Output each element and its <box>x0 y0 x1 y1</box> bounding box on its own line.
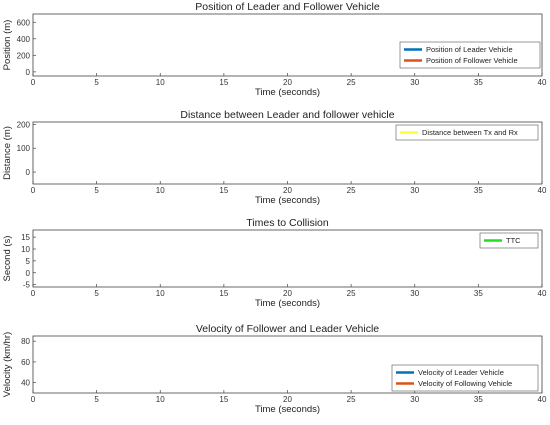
y-tick-label: 100 <box>17 144 31 153</box>
chart-title: Distance between Leader and follower veh… <box>180 109 394 121</box>
x-tick-label: 5 <box>94 395 99 404</box>
y-tick-label: -5 <box>23 281 31 290</box>
x-tick-label: 40 <box>538 289 547 298</box>
legend-label: Distance between Tx and Rx <box>422 128 518 137</box>
x-tick-label: 30 <box>410 395 419 404</box>
x-tick-label: 35 <box>474 395 483 404</box>
x-tick-label: 5 <box>94 289 99 298</box>
x-tick-label: 15 <box>219 78 228 87</box>
y-axis-label: Second (s) <box>2 236 13 282</box>
x-tick-label: 0 <box>31 289 36 298</box>
x-axis-label: Time (seconds) <box>255 195 320 206</box>
y-tick-label: 0 <box>26 168 31 177</box>
legend-box <box>479 232 539 249</box>
x-tick-label: 5 <box>94 186 99 195</box>
x-tick-label: 0 <box>31 395 36 404</box>
legend-label: Velocity of Following Vehicle <box>418 379 512 388</box>
legend-box <box>395 124 539 141</box>
x-tick-label: 35 <box>474 289 483 298</box>
legend-label: Position of Follower Vehicle <box>426 56 518 65</box>
axes-frame <box>32 229 543 288</box>
x-tick-label: 25 <box>347 78 356 87</box>
legend-label: Velocity of Leader Vehicle <box>418 368 504 377</box>
y-tick-label: 600 <box>17 18 31 27</box>
y-tick-label: 0 <box>26 269 31 278</box>
chart-title: Position of Leader and Follower Vehicle <box>195 1 380 13</box>
y-axis-label: Velocity (km/hr) <box>2 332 13 397</box>
legend-label: Position of Leader Vehicle <box>426 45 513 54</box>
x-tick-label: 0 <box>31 78 36 87</box>
x-tick-label: 0 <box>31 186 36 195</box>
y-axis-label: Position (m) <box>2 20 13 71</box>
legend-box <box>399 41 541 69</box>
y-tick-label: 15 <box>21 233 30 242</box>
x-tick-label: 10 <box>156 289 165 298</box>
y-tick-label: 10 <box>21 245 30 254</box>
x-tick-label: 15 <box>219 186 228 195</box>
x-tick-label: 30 <box>410 186 419 195</box>
y-axis-label: Distance (m) <box>2 126 13 180</box>
x-tick-label: 30 <box>410 289 419 298</box>
y-tick-label: 200 <box>17 51 31 60</box>
x-tick-label: 35 <box>474 78 483 87</box>
x-tick-label: 35 <box>474 186 483 195</box>
y-tick-label: 400 <box>17 35 31 44</box>
legend-box <box>391 364 539 392</box>
legend-label: TTC <box>506 236 521 245</box>
x-tick-label: 20 <box>283 395 292 404</box>
y-tick-label: 40 <box>21 379 30 388</box>
x-tick-label: 40 <box>538 395 547 404</box>
x-tick-label: 30 <box>410 78 419 87</box>
x-tick-label: 20 <box>283 78 292 87</box>
x-tick-label: 5 <box>94 78 99 87</box>
x-tick-label: 25 <box>347 289 356 298</box>
x-tick-label: 10 <box>156 78 165 87</box>
y-tick-label: 5 <box>26 257 31 266</box>
x-tick-label: 25 <box>347 395 356 404</box>
x-tick-label: 10 <box>156 186 165 195</box>
y-tick-label: 0 <box>26 68 31 77</box>
chart-title: Times to Collision <box>246 217 329 229</box>
x-axis-label: Time (seconds) <box>255 404 320 415</box>
x-tick-label: 20 <box>283 289 292 298</box>
x-tick-label: 20 <box>283 186 292 195</box>
x-tick-label: 15 <box>219 395 228 404</box>
x-tick-label: 25 <box>347 186 356 195</box>
x-tick-label: 40 <box>538 186 547 195</box>
x-tick-label: 10 <box>156 395 165 404</box>
x-axis-label: Time (seconds) <box>255 87 320 98</box>
y-tick-label: 60 <box>21 358 30 367</box>
y-tick-label: 80 <box>21 337 30 346</box>
x-tick-label: 40 <box>538 78 547 87</box>
x-tick-label: 15 <box>219 289 228 298</box>
y-tick-label: 200 <box>17 120 31 129</box>
chart-title: Velocity of Follower and Leader Vehicle <box>196 323 379 335</box>
x-axis-label: Time (seconds) <box>255 298 320 309</box>
